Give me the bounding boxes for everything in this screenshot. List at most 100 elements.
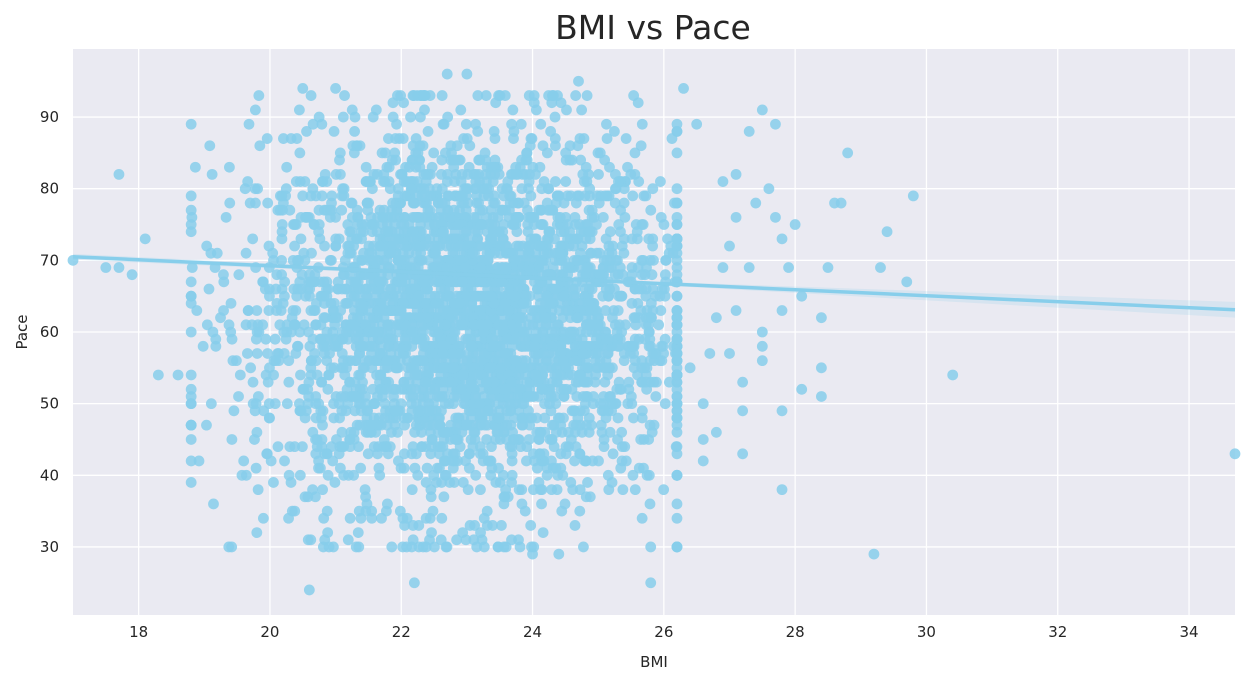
outlier-point xyxy=(763,183,775,195)
data-point xyxy=(394,312,406,324)
data-point xyxy=(352,219,364,230)
data-point xyxy=(537,527,549,539)
data-point xyxy=(206,168,218,180)
data-point xyxy=(307,118,319,130)
data-point xyxy=(600,305,612,316)
data-point xyxy=(525,520,537,531)
data-point xyxy=(594,147,606,159)
data-point xyxy=(599,376,611,388)
data-point xyxy=(475,276,487,288)
data-point xyxy=(671,147,683,159)
data-point xyxy=(426,434,438,445)
data-point xyxy=(452,419,464,431)
data-point xyxy=(482,254,494,266)
data-point xyxy=(510,168,522,180)
data-point xyxy=(555,383,567,395)
data-point xyxy=(564,326,576,338)
data-point xyxy=(354,312,366,324)
outlier-point xyxy=(756,340,768,352)
data-point xyxy=(425,491,437,503)
data-point xyxy=(444,276,456,288)
data-point xyxy=(387,97,399,109)
data-point xyxy=(438,362,450,374)
outlier-point xyxy=(947,369,959,381)
outlier-point xyxy=(724,348,735,359)
data-point xyxy=(529,340,541,352)
data-point xyxy=(503,283,514,295)
data-point xyxy=(397,133,409,144)
data-point xyxy=(516,154,527,166)
data-point xyxy=(313,111,325,123)
data-point xyxy=(249,405,261,417)
y-tick-labels: 30 40 50 60 70 80 90 xyxy=(40,108,59,556)
data-point xyxy=(301,125,312,137)
data-point xyxy=(438,491,450,503)
data-point xyxy=(468,426,480,438)
data-point xyxy=(406,398,417,410)
data-point xyxy=(612,340,624,352)
data-point xyxy=(471,541,483,553)
outlier-point xyxy=(907,190,919,202)
outlier-point xyxy=(842,147,854,159)
data-point xyxy=(293,104,305,116)
data-point xyxy=(376,147,388,159)
data-point xyxy=(610,254,622,266)
data-point xyxy=(489,197,501,209)
data-point xyxy=(405,362,417,374)
data-point xyxy=(307,183,319,195)
data-point xyxy=(629,147,641,159)
data-point xyxy=(608,283,620,295)
data-point xyxy=(599,190,611,202)
data-point xyxy=(471,369,483,381)
data-point xyxy=(418,240,430,252)
data-point xyxy=(378,204,390,216)
data-point xyxy=(336,204,348,216)
data-point xyxy=(438,118,450,130)
data-point xyxy=(593,197,605,209)
data-point xyxy=(294,405,306,417)
data-point xyxy=(283,355,295,367)
data-point xyxy=(310,398,322,410)
data-point xyxy=(521,455,532,467)
data-point xyxy=(593,168,604,180)
data-point xyxy=(613,176,624,187)
data-point xyxy=(409,211,421,223)
data-point xyxy=(186,262,198,273)
data-point xyxy=(585,247,597,259)
data-point xyxy=(335,391,347,402)
data-point xyxy=(289,505,301,517)
outlier-point xyxy=(901,276,913,288)
data-point xyxy=(438,226,449,238)
data-point xyxy=(636,118,648,130)
data-point xyxy=(499,90,511,101)
data-point xyxy=(408,233,419,245)
data-point xyxy=(496,276,507,288)
data-point xyxy=(587,455,599,467)
outlier-point xyxy=(710,426,722,438)
data-point xyxy=(405,111,416,123)
data-point xyxy=(283,512,294,524)
data-point xyxy=(454,297,466,309)
y-tick-label: 40 xyxy=(40,466,59,484)
data-point xyxy=(398,462,410,474)
data-point xyxy=(330,340,342,352)
data-point xyxy=(342,534,354,546)
data-point xyxy=(586,283,598,295)
data-point xyxy=(470,469,482,481)
data-point xyxy=(479,419,491,431)
data-point xyxy=(570,90,582,101)
outlier-point xyxy=(875,262,886,273)
data-point xyxy=(567,484,579,496)
outlier-point xyxy=(717,262,729,273)
data-point xyxy=(321,276,333,288)
data-point xyxy=(645,204,657,216)
data-point xyxy=(276,283,288,295)
data-point xyxy=(569,455,580,467)
data-point xyxy=(590,348,602,359)
data-point xyxy=(480,90,492,101)
data-point xyxy=(601,118,612,130)
data-point xyxy=(300,290,311,302)
outlier-point xyxy=(697,398,709,410)
data-point xyxy=(372,448,384,460)
data-point xyxy=(305,305,317,316)
